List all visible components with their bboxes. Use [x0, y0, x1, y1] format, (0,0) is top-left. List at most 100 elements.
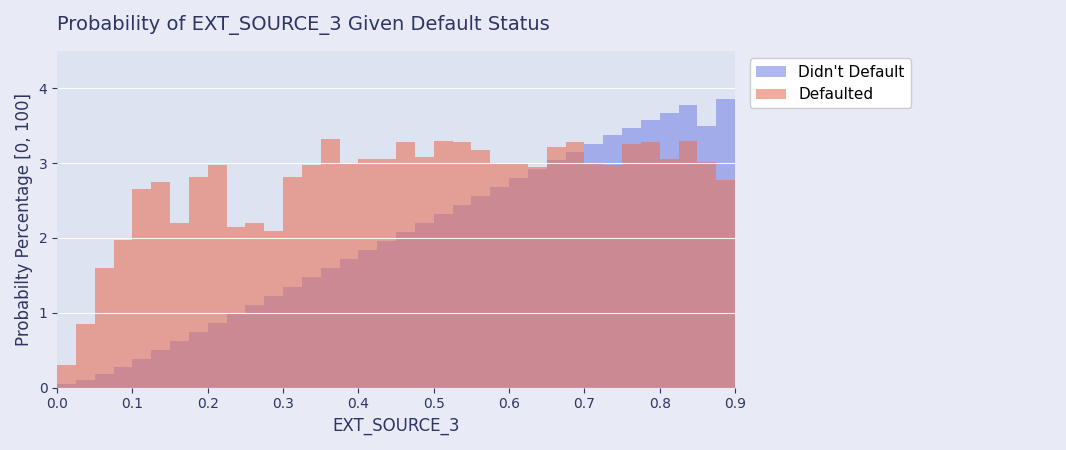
- Text: Probability of EXT_SOURCE_3 Given Default Status: Probability of EXT_SOURCE_3 Given Defaul…: [58, 15, 550, 35]
- Bar: [623, 128, 641, 388]
- Bar: [584, 163, 603, 388]
- Bar: [151, 350, 171, 388]
- Bar: [886, 96, 905, 388]
- Bar: [810, 182, 829, 388]
- Bar: [302, 165, 321, 388]
- Bar: [923, 239, 942, 388]
- Bar: [1018, 256, 1036, 388]
- Bar: [980, 171, 999, 388]
- Bar: [58, 384, 76, 388]
- Bar: [1018, 204, 1036, 388]
- Bar: [1036, 287, 1055, 388]
- Bar: [510, 178, 528, 388]
- Bar: [132, 189, 151, 388]
- Bar: [171, 223, 189, 388]
- Bar: [754, 180, 773, 388]
- Bar: [76, 324, 95, 388]
- Legend: Didn't Default, Defaulted: Didn't Default, Defaulted: [749, 58, 911, 108]
- Bar: [867, 208, 886, 388]
- Bar: [114, 367, 132, 388]
- Bar: [716, 99, 736, 388]
- Bar: [76, 380, 95, 388]
- Bar: [641, 121, 660, 388]
- Bar: [773, 70, 792, 388]
- Bar: [227, 227, 245, 388]
- Bar: [264, 297, 284, 388]
- Bar: [471, 150, 490, 388]
- Bar: [114, 240, 132, 388]
- Y-axis label: Probabilty Percentage [0, 100]: Probabilty Percentage [0, 100]: [15, 93, 33, 346]
- Bar: [321, 268, 340, 388]
- Bar: [962, 242, 980, 388]
- Bar: [208, 165, 227, 388]
- Bar: [773, 159, 792, 388]
- X-axis label: EXT_SOURCE_3: EXT_SOURCE_3: [333, 417, 459, 435]
- Bar: [397, 142, 415, 388]
- Bar: [623, 144, 641, 388]
- Bar: [1055, 242, 1066, 388]
- Bar: [660, 113, 679, 388]
- Bar: [245, 223, 264, 388]
- Bar: [434, 214, 453, 388]
- Bar: [377, 159, 397, 388]
- Bar: [302, 277, 321, 388]
- Bar: [490, 163, 510, 388]
- Bar: [697, 162, 716, 388]
- Bar: [980, 239, 999, 388]
- Bar: [603, 135, 623, 388]
- Bar: [528, 169, 547, 388]
- Bar: [905, 225, 923, 388]
- Bar: [792, 156, 810, 388]
- Bar: [434, 141, 453, 388]
- Bar: [208, 324, 227, 388]
- Bar: [886, 219, 905, 388]
- Bar: [849, 77, 867, 388]
- Bar: [660, 159, 679, 388]
- Bar: [923, 126, 942, 388]
- Bar: [151, 182, 171, 388]
- Bar: [358, 250, 377, 388]
- Bar: [453, 142, 471, 388]
- Bar: [284, 287, 302, 388]
- Bar: [641, 142, 660, 388]
- Bar: [171, 341, 189, 388]
- Bar: [95, 374, 114, 388]
- Bar: [679, 141, 697, 388]
- Bar: [510, 163, 528, 388]
- Bar: [584, 144, 603, 388]
- Bar: [962, 137, 980, 388]
- Bar: [340, 163, 358, 388]
- Bar: [547, 160, 566, 388]
- Bar: [528, 167, 547, 388]
- Bar: [603, 165, 623, 388]
- Bar: [321, 139, 340, 388]
- Bar: [679, 105, 697, 388]
- Bar: [284, 176, 302, 388]
- Bar: [942, 130, 962, 388]
- Bar: [415, 223, 434, 388]
- Bar: [490, 187, 510, 388]
- Bar: [905, 103, 923, 388]
- Bar: [189, 332, 208, 388]
- Bar: [358, 159, 377, 388]
- Bar: [829, 73, 849, 388]
- Bar: [867, 87, 886, 388]
- Bar: [792, 77, 810, 388]
- Bar: [245, 306, 264, 388]
- Bar: [471, 196, 490, 388]
- Bar: [132, 359, 151, 388]
- Bar: [999, 237, 1018, 388]
- Bar: [697, 126, 716, 388]
- Bar: [829, 185, 849, 388]
- Bar: [566, 152, 584, 388]
- Bar: [95, 268, 114, 388]
- Bar: [754, 94, 773, 388]
- Bar: [377, 241, 397, 388]
- Bar: [397, 232, 415, 388]
- Bar: [547, 147, 566, 388]
- Bar: [736, 105, 754, 388]
- Bar: [340, 259, 358, 388]
- Bar: [999, 201, 1018, 388]
- Bar: [849, 204, 867, 388]
- Bar: [227, 315, 245, 388]
